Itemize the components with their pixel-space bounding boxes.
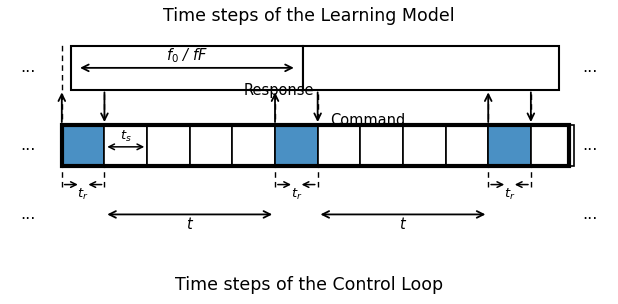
Text: ...: ... xyxy=(583,138,598,153)
Text: $t_r$: $t_r$ xyxy=(504,187,515,202)
Text: $t_r$: $t_r$ xyxy=(77,187,89,202)
Text: $t$: $t$ xyxy=(399,216,407,232)
Bar xyxy=(403,125,446,166)
Bar xyxy=(318,125,360,166)
Text: ...: ... xyxy=(20,207,35,222)
Text: Response: Response xyxy=(244,83,315,98)
Text: ...: ... xyxy=(583,60,598,75)
Text: ...: ... xyxy=(20,138,35,153)
Bar xyxy=(303,46,559,90)
Text: Time steps of the Learning Model: Time steps of the Learning Model xyxy=(163,7,455,25)
Bar xyxy=(446,125,488,166)
Bar xyxy=(62,125,104,166)
Text: Command: Command xyxy=(330,113,405,128)
Text: Time steps of the Control Loop: Time steps of the Control Loop xyxy=(175,276,443,294)
Bar xyxy=(190,125,232,166)
Text: $t$: $t$ xyxy=(185,216,194,232)
Bar xyxy=(488,125,531,166)
Text: $t_r$: $t_r$ xyxy=(290,187,302,202)
Text: $f_0$ / $fF$: $f_0$ / $fF$ xyxy=(166,47,208,65)
Bar xyxy=(104,125,147,166)
Bar xyxy=(147,125,190,166)
Bar xyxy=(232,125,275,166)
Bar xyxy=(62,125,569,166)
Bar xyxy=(531,125,574,166)
Text: ...: ... xyxy=(583,207,598,222)
Text: ...: ... xyxy=(20,60,35,75)
Bar xyxy=(360,125,403,166)
Text: $t_s$: $t_s$ xyxy=(120,129,132,143)
Bar xyxy=(275,125,318,166)
Bar xyxy=(71,46,303,90)
